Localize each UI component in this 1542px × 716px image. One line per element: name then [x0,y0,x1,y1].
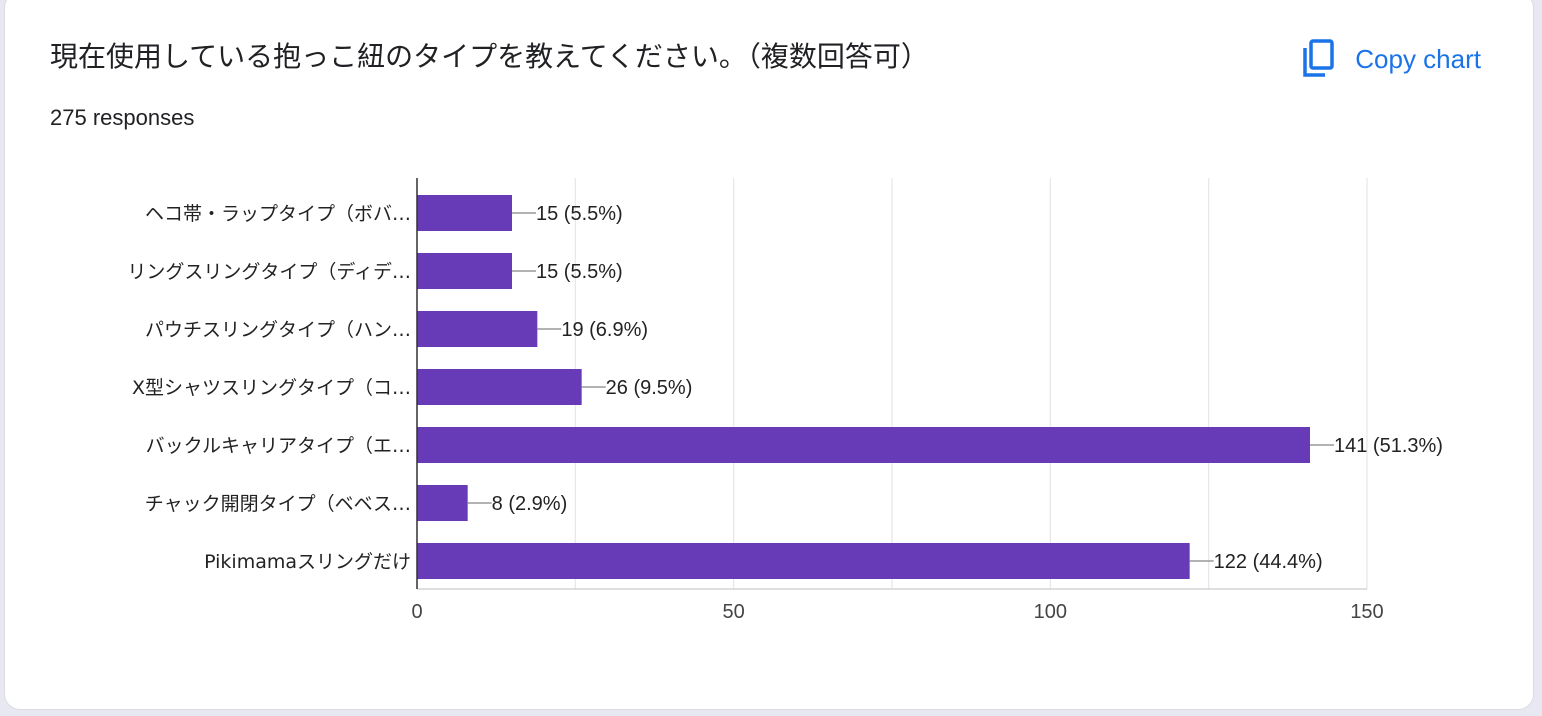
category-label: X型シャツスリングタイプ（コ… [132,377,411,399]
bar [417,311,538,347]
bar [417,369,582,405]
category-label: Pikimamaスリングだけ [204,551,411,573]
category-label: パウチスリングタイプ（ハン… [145,319,411,341]
chart-title: 現在使用している抱っこ紐のタイプを教えてください。（複数回答可） [50,40,929,73]
copy-icon [1301,39,1335,79]
value-label: 15 (5.5%) [536,261,623,283]
x-tick-label: 150 [1350,601,1383,623]
value-label: 26 (9.5%) [606,377,693,399]
bar-chart: 0 50 100 150 ヘコ帯・ラップタイプ（ボバ… 15 (5.5%) リングスリングタ… [127,178,1443,623]
bars [417,195,1310,579]
category-label: リングスリングタイプ（ディデ… [127,261,411,283]
value-label: 141 (51.3%) [1334,435,1443,457]
x-tick-label: 0 [411,601,422,623]
value-label: 15 (5.5%) [536,203,623,225]
value-label: 122 (44.4%) [1214,551,1323,573]
category-label: バックルキャリアタイプ（エ… [146,435,411,457]
chart-card: 現在使用している抱っこ紐のタイプを教えてください。（複数回答可） 275 res… [4,0,1534,710]
value-label: 8 (2.9%) [492,493,568,515]
x-tick-label: 50 [723,601,745,623]
bar [417,485,468,521]
category-label: ヘコ帯・ラップタイプ（ボバ… [145,203,411,225]
category-label: チャック開閉タイプ（ベベス… [145,493,411,515]
response-count: 275 responses [50,105,195,130]
x-tick-label: 100 [1034,601,1067,623]
bar [417,195,512,231]
bar [417,427,1310,463]
value-label: 19 (6.9%) [561,319,648,341]
labels: 0 50 100 150 ヘコ帯・ラップタイプ（ボバ… 15 (5.5%) リングスリングタ… [127,203,1443,623]
copy-chart-label: Copy chart [1355,43,1481,74]
bar [417,253,512,289]
copy-chart-button[interactable]: Copy chart [1301,39,1481,79]
bar [417,543,1190,579]
